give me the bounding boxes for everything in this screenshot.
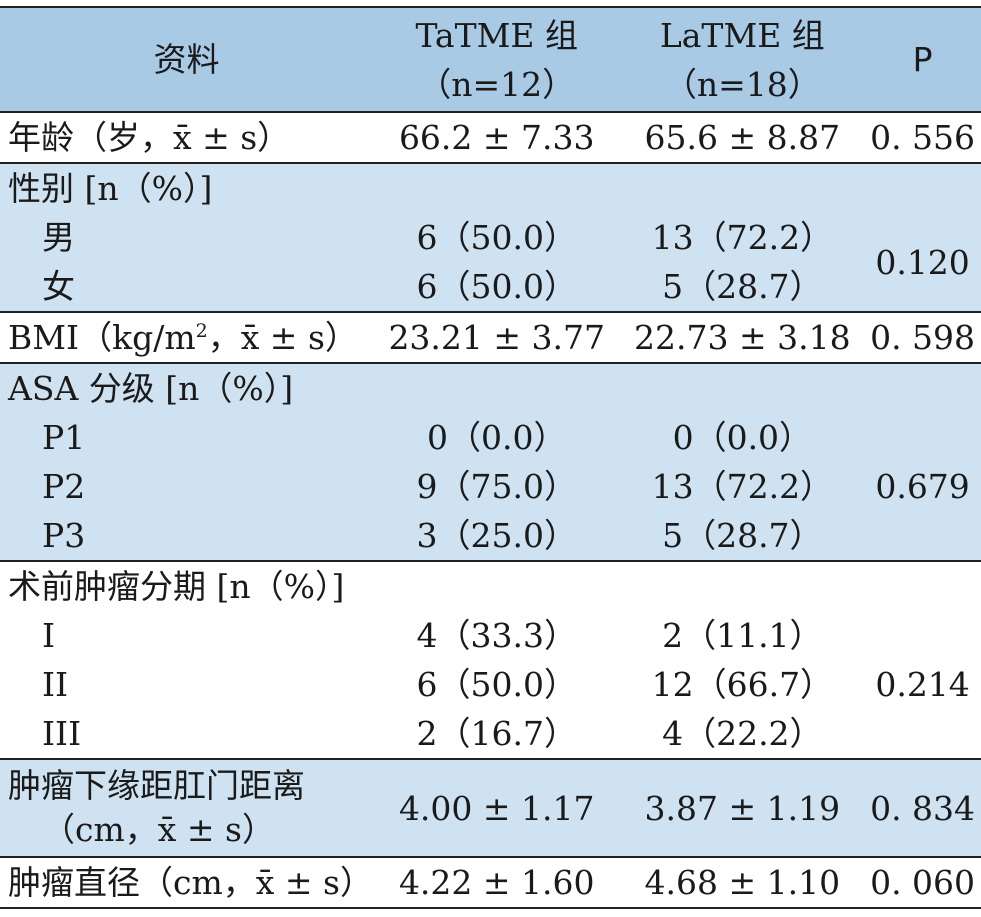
stage-p: 0.214 — [864, 611, 981, 759]
header-tatme-n: （n=12） — [418, 64, 576, 104]
table-row-distance: 肿瘤下缘距肛门距离 （cm，x̄ ± s） 4.00 ± 1.17 3.87 ±… — [0, 758, 981, 857]
gender-male-latme: 13（72.2） — [620, 213, 865, 262]
stage-1-tatme: 4（33.3） — [372, 611, 621, 660]
header-p-label: P — [912, 40, 933, 79]
table-header: 资料 TaTME 组 （n=12） LaTME 组 （n=18） P — [0, 7, 981, 112]
gender-female-latme: 5（28.7） — [620, 262, 865, 312]
header-latme-group: LaTME 组 — [659, 15, 825, 55]
asa-p3-label: P3 — [0, 511, 373, 561]
distance-label-line1: 肿瘤下缘距肛门距离 — [8, 766, 305, 805]
asa-p1-tatme: 0（0.0） — [372, 413, 621, 462]
diameter-label: 肿瘤直径（cm，x̄ ± s） — [0, 856, 373, 908]
distance-label-line2: （cm，x̄ ± s） — [42, 810, 275, 849]
gender-label: 性别 [n（%）] — [0, 162, 373, 213]
table-row-asa-p3: P3 3（25.0） 5（28.7） — [0, 511, 981, 561]
stage-2-label: II — [0, 660, 373, 709]
age-latme: 65.6 ± 8.87 — [620, 112, 865, 163]
table-row-stage-3: III 2（16.7） 4（22.2） — [0, 709, 981, 759]
table-row-asa-p2: P2 9（75.0） 13（72.2） — [0, 462, 981, 511]
asa-p3-latme: 5（28.7） — [620, 511, 865, 561]
asa-p: 0.679 — [864, 413, 981, 561]
clinical-comparison-table: 资料 TaTME 组 （n=12） LaTME 组 （n=18） P 年龄（岁，… — [0, 6, 981, 909]
header-item-label: 资料 — [153, 40, 220, 79]
asa-p2-latme: 13（72.2） — [620, 462, 865, 511]
header-latme-n: （n=18） — [663, 64, 821, 104]
gender-male-label: 男 — [0, 213, 373, 262]
stage-1-latme: 2（11.1） — [620, 611, 865, 660]
table-row-asa-title: ASA 分级 [n（%）] — [0, 362, 981, 413]
distance-p: 0. 834 — [864, 758, 981, 857]
diameter-p: 0. 060 — [864, 856, 981, 908]
distance-tatme: 4.00 ± 1.17 — [372, 758, 621, 857]
gender-female-tatme: 6（50.0） — [372, 262, 621, 312]
bmi-p: 0. 598 — [864, 311, 981, 363]
gender-male-tatme: 6（50.0） — [372, 213, 621, 262]
diameter-tatme: 4.22 ± 1.60 — [372, 856, 621, 908]
stage-3-label: III — [0, 709, 373, 759]
table-row-stage-2: II 6（50.0） 12（66.7） — [0, 660, 981, 709]
header-cell-tatme: TaTME 组 （n=12） — [372, 7, 621, 112]
table-row-asa-p1: P1 0（0.0） 0（0.0） 0.679 — [0, 413, 981, 561]
diameter-latme: 4.68 ± 1.10 — [620, 856, 865, 908]
asa-p3-tatme: 3（25.0） — [372, 511, 621, 561]
header-cell-item: 资料 — [0, 7, 373, 112]
gender-p: 0.120 — [864, 213, 981, 312]
stage-2-tatme: 6（50.0） — [372, 660, 621, 709]
table-body: 年龄（岁，x̄ ± s） 66.2 ± 7.33 65.6 ± 8.87 0. … — [0, 112, 981, 908]
bmi-label: BMI（kg/m2，x̄ ± s） — [0, 311, 373, 363]
stage-label: 术前肿瘤分期 [n（%）] — [0, 560, 373, 611]
stage-1-label: I — [0, 611, 373, 660]
table-row-diameter: 肿瘤直径（cm，x̄ ± s） 4.22 ± 1.60 4.68 ± 1.10 … — [0, 856, 981, 908]
table-row-bmi: BMI（kg/m2，x̄ ± s） 23.21 ± 3.77 22.73 ± 3… — [0, 311, 981, 363]
asa-p1-latme: 0（0.0） — [620, 413, 865, 462]
stage-2-latme: 12（66.7） — [620, 660, 865, 709]
age-label: 年龄（岁，x̄ ± s） — [0, 112, 373, 163]
distance-label: 肿瘤下缘距肛门距离 （cm，x̄ ± s） — [0, 758, 373, 857]
age-p: 0. 556 — [864, 112, 981, 163]
table-row-gender-male: 男 6（50.0） 13（72.2） 0.120 — [0, 213, 981, 312]
header-cell-p: P — [864, 7, 981, 112]
gender-female-label: 女 — [0, 262, 373, 312]
bmi-tatme: 23.21 ± 3.77 — [372, 311, 621, 363]
table-row-gender-female: 女 6（50.0） 5（28.7） — [0, 262, 981, 312]
bmi-latme: 22.73 ± 3.18 — [620, 311, 865, 363]
asa-p2-label: P2 — [0, 462, 373, 511]
table-row-gender-title: 性别 [n（%）] — [0, 162, 981, 213]
age-tatme: 66.2 ± 7.33 — [372, 112, 621, 163]
asa-p2-tatme: 9（75.0） — [372, 462, 621, 511]
header-cell-latme: LaTME 组 （n=18） — [620, 7, 865, 112]
asa-label: ASA 分级 [n（%）] — [0, 362, 373, 413]
stage-3-tatme: 2（16.7） — [372, 709, 621, 759]
stage-3-latme: 4（22.2） — [620, 709, 865, 759]
distance-latme: 3.87 ± 1.19 — [620, 758, 865, 857]
table-row-stage-title: 术前肿瘤分期 [n（%）] — [0, 560, 981, 611]
header-tatme-group: TaTME 组 — [415, 15, 578, 55]
table-row-age: 年龄（岁，x̄ ± s） 66.2 ± 7.33 65.6 ± 8.87 0. … — [0, 112, 981, 163]
table-row-stage-1: I 4（33.3） 2（11.1） 0.214 — [0, 611, 981, 759]
asa-p1-label: P1 — [0, 413, 373, 462]
